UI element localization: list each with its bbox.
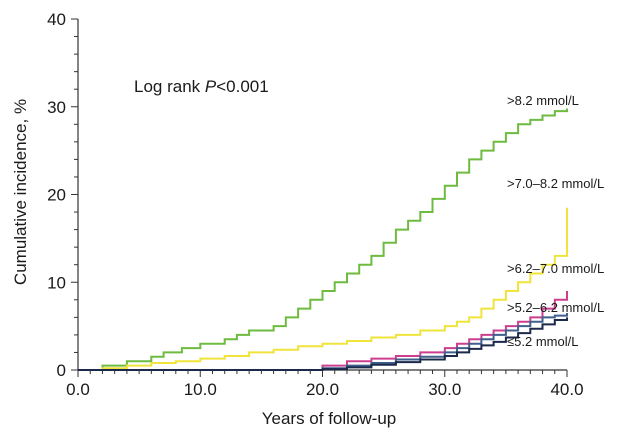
series-label: ≤5.2 mmol/L [507, 334, 578, 349]
y-tick-label: 10 [47, 273, 66, 292]
series-line [78, 108, 568, 371]
series-label: >6.2–7.0 mmol/L [507, 261, 604, 276]
x-tick-label: 40.0 [550, 380, 583, 399]
x-axis-title: Years of follow-up [262, 409, 397, 428]
x-tick-label: 0.0 [66, 380, 90, 399]
y-axis-title: Cumulative incidence, % [11, 99, 30, 285]
x-axis: 0.0 10.0 20.0 30.0 40.0 [66, 369, 584, 399]
series-line [78, 317, 568, 371]
series-label: >5.2–6.2 mmol/L [507, 300, 604, 315]
log-rank-annotation: Log rank P<0.001 [134, 77, 269, 96]
x-tick-label: 30.0 [428, 380, 461, 399]
y-tick-label: 0 [57, 361, 66, 380]
series-label: >8.2 mmol/L [507, 93, 579, 108]
series-label: >7.0–8.2 mmol/L [507, 176, 604, 191]
y-tick-label: 20 [47, 186, 66, 205]
y-axis: 0 10 20 30 40 [47, 10, 79, 380]
series-line [78, 207, 568, 371]
x-tick-label: 10.0 [184, 380, 217, 399]
series-layer [78, 108, 568, 371]
x-tick-label: 20.0 [306, 380, 339, 399]
y-tick-label: 40 [47, 10, 66, 29]
series-label-layer: >8.2 mmol/L >7.0–8.2 mmol/L >6.2–7.0 mmol/… [507, 93, 604, 349]
y-tick-label: 30 [47, 98, 66, 117]
